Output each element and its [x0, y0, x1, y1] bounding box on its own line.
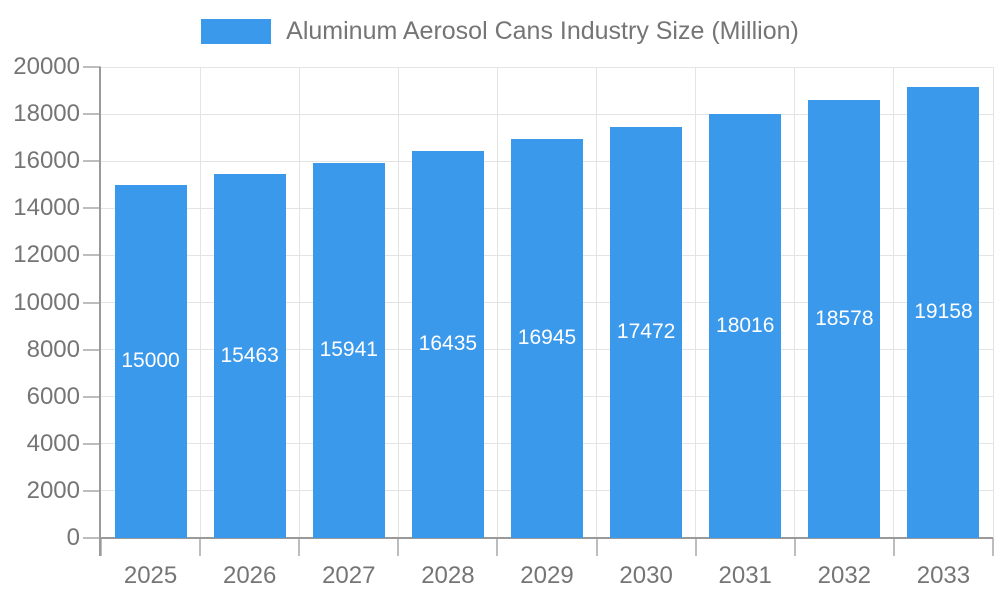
- y-axis-tick: [83, 537, 101, 539]
- x-axis-tick-label: 2028: [421, 562, 475, 589]
- x-axis-tick: [694, 538, 697, 556]
- bar-value-label: 16435: [418, 332, 478, 356]
- x-axis-tick: [397, 538, 400, 556]
- y-axis-tick-label: 20000: [13, 53, 80, 80]
- bar[interactable]: [411, 150, 484, 538]
- bar-value-label: 18016: [716, 313, 775, 337]
- y-axis-tick: [83, 113, 101, 116]
- y-axis-tick-label: 6000: [26, 382, 80, 410]
- y-grid-line: [101, 66, 993, 68]
- bar-value-label: 15463: [220, 343, 279, 367]
- x-axis-tick-label: 2033: [916, 562, 971, 589]
- x-axis-tick-label: 2026: [222, 562, 277, 589]
- x-axis-tick: [892, 538, 895, 556]
- x-axis-tick-label: 2029: [520, 562, 574, 589]
- x-axis-tick: [595, 538, 598, 556]
- y-axis-tick-label: 8000: [26, 335, 80, 363]
- y-axis-tick-label: 16000: [13, 147, 80, 175]
- legend[interactable]: Aluminum Aerosol Cans Industry Size (Mil…: [0, 16, 1000, 46]
- bar[interactable]: [610, 126, 683, 538]
- y-axis-tick: [83, 207, 101, 210]
- x-axis-tick: [992, 538, 994, 556]
- y-axis-tick: [83, 254, 101, 257]
- y-axis-tick-label: 0: [66, 524, 80, 551]
- x-axis-tick: [793, 538, 796, 556]
- bar-value-label: 19158: [914, 300, 973, 324]
- bar-value-label: 16945: [517, 326, 577, 350]
- x-grid-line: [596, 67, 598, 538]
- y-axis-tick-label: 18000: [13, 100, 80, 128]
- bar[interactable]: [907, 86, 980, 538]
- bar-value-label: 17472: [616, 320, 676, 344]
- y-axis-tick: [83, 395, 101, 398]
- bar[interactable]: [312, 162, 385, 538]
- bar[interactable]: [709, 113, 782, 538]
- bar[interactable]: [114, 184, 187, 538]
- x-axis-tick: [496, 538, 499, 556]
- x-grid-line: [992, 67, 994, 538]
- bar-value-label: 18578: [815, 307, 874, 331]
- x-grid-line: [397, 67, 399, 538]
- bar[interactable]: [511, 138, 583, 538]
- y-grid-line: [101, 113, 993, 115]
- y-axis-tick: [83, 442, 101, 445]
- x-axis-tick-label: 2027: [322, 562, 376, 589]
- y-axis-tick-label: 14000: [13, 194, 80, 222]
- y-axis-tick: [83, 66, 101, 68]
- x-grid-line: [893, 67, 895, 538]
- y-axis-tick: [83, 489, 101, 492]
- x-axis-tick: [199, 538, 202, 556]
- y-axis-tick-label: 2000: [26, 476, 80, 504]
- x-axis-tick-label: 2032: [817, 562, 872, 589]
- y-axis-tick-label: 4000: [26, 429, 80, 457]
- x-axis-tick-label: 2025: [123, 562, 178, 589]
- y-axis-tick: [83, 160, 101, 163]
- bar-value-label: 15941: [319, 338, 378, 362]
- x-grid-line: [794, 67, 796, 538]
- y-axis-tick-label: 10000: [13, 288, 80, 316]
- bar[interactable]: [213, 173, 286, 538]
- bar-value-label: 15000: [121, 349, 180, 373]
- x-grid-line: [298, 67, 300, 538]
- x-axis-line: [101, 537, 993, 539]
- x-axis-tick: [100, 538, 102, 556]
- x-axis-tick-label: 2030: [619, 562, 673, 589]
- x-grid-line: [695, 67, 697, 538]
- bar[interactable]: [808, 100, 881, 538]
- x-axis-tick: [298, 538, 301, 556]
- y-axis-tick: [83, 348, 101, 351]
- x-grid-line: [199, 67, 201, 538]
- legend-swatch: [201, 18, 272, 44]
- y-axis-line: [99, 67, 101, 556]
- y-axis-tick-label: 12000: [13, 241, 80, 269]
- legend-label: Aluminum Aerosol Cans Industry Size (Mil…: [286, 16, 799, 45]
- x-grid-line: [496, 67, 498, 538]
- y-axis-tick: [83, 301, 101, 304]
- x-axis-tick-label: 2031: [718, 562, 772, 589]
